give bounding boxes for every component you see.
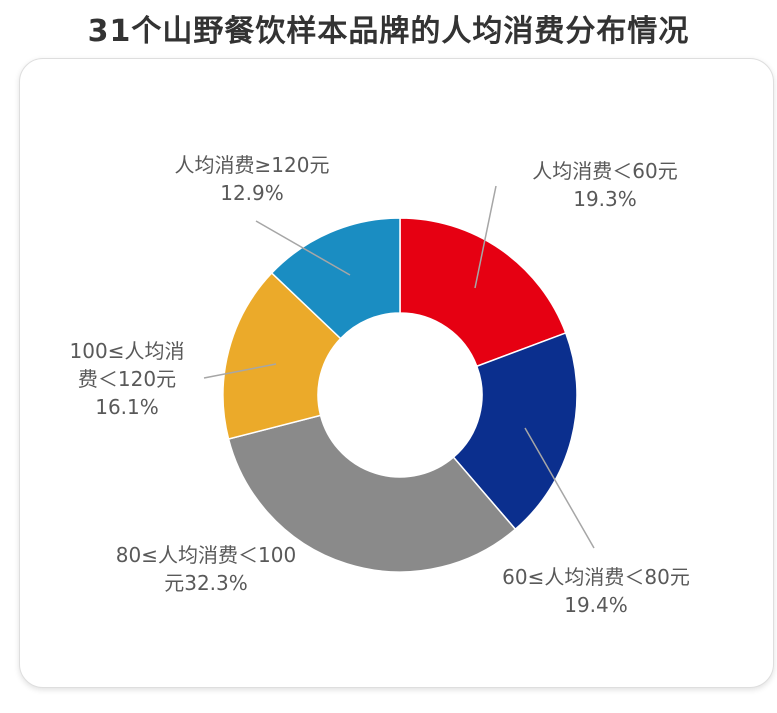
slice-label-line: 19.3% [573, 187, 637, 211]
slice-label-line: 80≤人均消费＜100 [116, 543, 296, 567]
leader-line-2 [524, 427, 595, 549]
slice-label-5: 人均消费≥120元 12.9% [175, 153, 330, 205]
leader-lines-group [203, 185, 595, 549]
donut-slice-4 [222, 271, 342, 440]
slice-label-line: 19.4% [564, 593, 628, 617]
chart-title: 31个山野餐饮样本品牌的人均消费分布情况 [87, 14, 690, 49]
slice-label-1: 人均消费＜60元 19.3% [532, 159, 677, 211]
leader-line-4 [203, 363, 277, 379]
slice-label-4: 100≤人均消费＜120元 16.1% [70, 339, 185, 419]
donut-slice-1 [399, 217, 567, 368]
slice-label-line: 12.9% [220, 181, 284, 205]
slices-group [222, 217, 578, 573]
chart-card [19, 58, 774, 688]
slice-label-line: 16.1% [95, 395, 159, 419]
leader-line-5 [255, 220, 351, 276]
slice-labels-group: 人均消费＜60元 19.3% 60≤人均消费＜80元 19.4% 80≤人均消费＜100… [70, 153, 690, 617]
leader-line-1 [474, 185, 497, 289]
slice-label-line: 人均消费＜60元 [532, 159, 677, 183]
slice-label-line: 60≤人均消费＜80元 [502, 565, 690, 589]
donut-slice-2 [452, 331, 578, 531]
slice-label-line: 100≤人均消 [70, 339, 185, 363]
slice-label-line: 费＜120元 [78, 367, 176, 391]
donut-slice-3 [227, 414, 517, 573]
slice-label-line: 元32.3% [164, 571, 248, 595]
slice-label-line: 人均消费≥120元 [175, 153, 330, 177]
slice-label-3: 80≤人均消费＜100 元32.3% [116, 543, 296, 595]
slice-label-2: 60≤人均消费＜80元 19.4% [502, 565, 690, 617]
